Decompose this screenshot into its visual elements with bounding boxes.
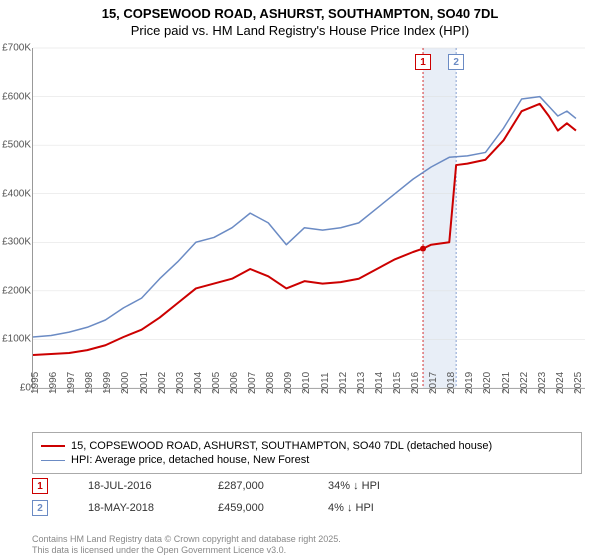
xtick-label: 2001 [139, 372, 150, 394]
xtick-label: 2010 [301, 372, 312, 394]
ytick-label: £0 [1, 383, 31, 394]
xtick-label: 1996 [48, 372, 59, 394]
legend-row-hpi: HPI: Average price, detached house, New … [41, 454, 573, 466]
xtick-label: 2023 [537, 372, 548, 394]
xtick-label: 1997 [66, 372, 77, 394]
chart-marker-2: 2 [448, 54, 464, 70]
legend-label-hpi: HPI: Average price, detached house, New … [71, 454, 309, 466]
xtick-label: 2022 [519, 372, 530, 394]
xtick-label: 2025 [573, 372, 584, 394]
xtick-label: 2000 [120, 372, 131, 394]
xtick-label: 2015 [392, 372, 403, 394]
event-marker-1: 1 [32, 478, 48, 494]
event-price-2: £459,000 [218, 502, 288, 514]
ytick-label: £200K [1, 285, 31, 296]
legend-swatch-hpi [41, 460, 65, 461]
event-row-2: 2 18-MAY-2018 £459,000 4% ↓ HPI [32, 500, 408, 516]
event-delta-2: 4% ↓ HPI [328, 502, 408, 514]
ytick-label: £100K [1, 334, 31, 345]
event-table: 1 18-JUL-2016 £287,000 34% ↓ HPI 2 18-MA… [32, 478, 408, 522]
legend-row-price-paid: 15, COPSEWOOD ROAD, ASHURST, SOUTHAMPTON… [41, 440, 573, 452]
xtick-label: 1995 [30, 372, 41, 394]
xtick-label: 1998 [84, 372, 95, 394]
xtick-label: 2021 [501, 372, 512, 394]
chart-marker-1: 1 [415, 54, 431, 70]
legend-swatch-price-paid [41, 445, 65, 447]
legend-box: 15, COPSEWOOD ROAD, ASHURST, SOUTHAMPTON… [32, 432, 582, 474]
event-date-1: 18-JUL-2016 [88, 480, 178, 492]
title-subtitle: Price paid vs. HM Land Registry's House … [0, 23, 600, 38]
xtick-label: 1999 [102, 372, 113, 394]
xtick-label: 2012 [338, 372, 349, 394]
chart-container: 15, COPSEWOOD ROAD, ASHURST, SOUTHAMPTON… [0, 0, 600, 560]
xtick-label: 2011 [320, 372, 331, 394]
xtick-label: 2003 [175, 372, 186, 394]
copyright-line1: Contains HM Land Registry data © Crown c… [32, 534, 341, 545]
xtick-label: 2008 [265, 372, 276, 394]
chart-area: £0£100K£200K£300K£400K£500K£600K£700K199… [32, 48, 584, 420]
xtick-label: 2007 [247, 372, 258, 394]
xtick-label: 2019 [464, 372, 475, 394]
copyright-block: Contains HM Land Registry data © Crown c… [32, 534, 341, 556]
xtick-label: 2005 [211, 372, 222, 394]
event-marker-2: 2 [32, 500, 48, 516]
xtick-label: 2017 [428, 372, 439, 394]
ytick-label: £300K [1, 237, 31, 248]
xtick-label: 2002 [157, 372, 168, 394]
xtick-label: 2009 [283, 372, 294, 394]
ytick-label: £600K [1, 91, 31, 102]
title-address: 15, COPSEWOOD ROAD, ASHURST, SOUTHAMPTON… [0, 6, 600, 21]
legend-label-price-paid: 15, COPSEWOOD ROAD, ASHURST, SOUTHAMPTON… [71, 440, 492, 452]
ytick-label: £700K [1, 43, 31, 54]
ytick-label: £400K [1, 188, 31, 199]
xtick-label: 2004 [193, 372, 204, 394]
event-price-1: £287,000 [218, 480, 288, 492]
xtick-label: 2016 [410, 372, 421, 394]
xtick-label: 2024 [555, 372, 566, 394]
series-hpi [33, 97, 576, 337]
xtick-label: 2020 [482, 372, 493, 394]
copyright-line2: This data is licensed under the Open Gov… [32, 545, 341, 556]
xtick-label: 2018 [446, 372, 457, 394]
plot-svg [33, 48, 585, 388]
xtick-label: 2013 [356, 372, 367, 394]
title-block: 15, COPSEWOOD ROAD, ASHURST, SOUTHAMPTON… [0, 0, 600, 38]
plot-region: £0£100K£200K£300K£400K£500K£600K£700K199… [32, 48, 585, 389]
event-row-1: 1 18-JUL-2016 £287,000 34% ↓ HPI [32, 478, 408, 494]
event-delta-1: 34% ↓ HPI [328, 480, 408, 492]
xtick-label: 2014 [374, 372, 385, 394]
ytick-label: £500K [1, 140, 31, 151]
xtick-label: 2006 [229, 372, 240, 394]
event-date-2: 18-MAY-2018 [88, 502, 178, 514]
